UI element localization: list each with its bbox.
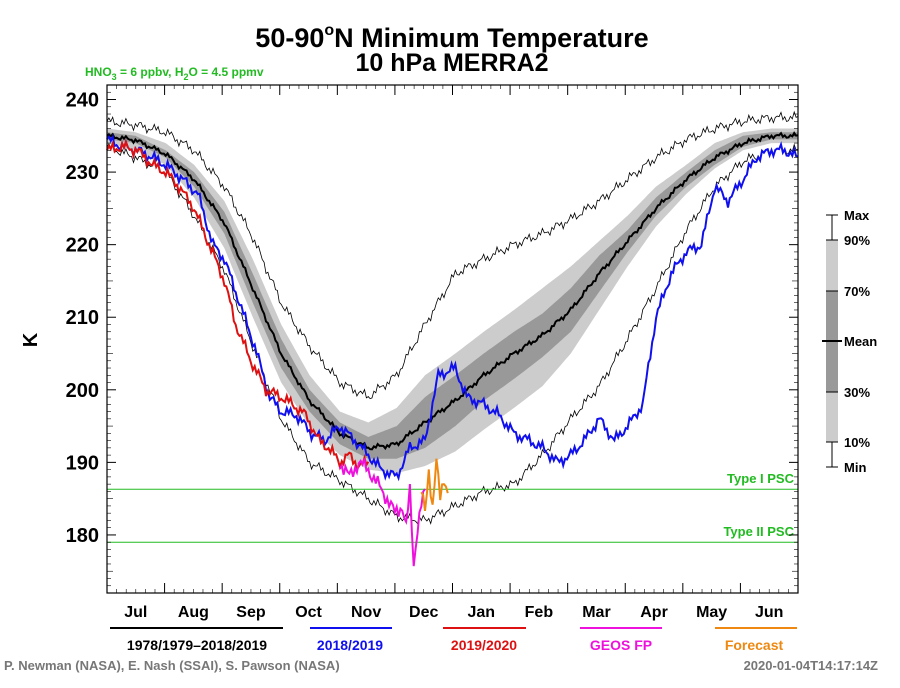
series-climatology-mean [106, 131, 799, 451]
legend-text-6: Min [844, 460, 866, 475]
x-tick-label-4: Nov [351, 604, 381, 621]
y-tick-label-4: 220 [66, 235, 99, 257]
bottom-legend: 1978/1979–2018/2019 2018/2019 2019/2020 GEO… [110, 627, 797, 653]
x-tick-label-5: Dec [409, 604, 438, 621]
series-1-line [106, 133, 799, 482]
legend-label-1: 2018/2019 [317, 637, 383, 653]
legend-text-4: 30% [844, 385, 870, 400]
climatology-min-line [106, 142, 799, 525]
axes: 180 190 200 210 220 230 240 Jul Aug Sep Oct Nov Dec J… [66, 84, 799, 621]
subtitle-hno: HNO [85, 65, 112, 79]
series-lines [106, 131, 799, 567]
y-tick-label-1: 190 [66, 452, 99, 474]
y-tick-label-2: 200 [66, 380, 99, 402]
y-axis-label: K [20, 332, 42, 347]
subtitle-sub2: 2 [183, 72, 188, 82]
timestamp-text: 2020-01-04T14:17:14Z [744, 658, 878, 673]
x-tick-label-6: Jan [468, 604, 496, 621]
legend-text-1: 90% [844, 233, 870, 248]
x-tick-label-7: Feb [525, 604, 554, 621]
x-tick-label-10: May [696, 604, 727, 621]
legend-label-3: GEOS FP [590, 637, 652, 653]
psc-label-1: Type I PSC [727, 471, 795, 486]
x-tick-label-3: Oct [295, 604, 322, 621]
legend-label-2: 2019/2020 [451, 637, 517, 653]
x-tick-label-9: Apr [640, 604, 668, 621]
x-tick-label-2: Sep [236, 604, 266, 621]
climatology-max-line [106, 110, 799, 400]
legend-text-5: 10% [844, 435, 870, 450]
y-tick-label-3: 210 [66, 307, 99, 329]
legend-text-3: Mean [844, 334, 877, 349]
psc-threshold-lines: Type I PSC Type II PSC [107, 471, 798, 543]
credit-text: P. Newman (NASA), E. Nash (SSAI), S. Paw… [4, 658, 340, 673]
title-prefix: 50-90 [255, 23, 324, 53]
chart-title-line1: 50-90oN Minimum Temperature [255, 22, 648, 53]
subtitle-sub3: 3 [112, 72, 117, 82]
legend-label-0: 1978/1979–2018/2019 [127, 637, 267, 653]
legend-label-4: Forecast [725, 637, 784, 653]
x-tick-label-1: Aug [178, 604, 209, 621]
x-tick-label-11: Jun [755, 604, 783, 621]
subtitle-hno-val: = 6 ppbv, H [117, 65, 184, 79]
title-degree: o [324, 22, 334, 39]
legend-text-0: Max [844, 208, 870, 223]
chart-subtitle: HNO3 = 6 ppbv, H2O = 4.5 ppmv [85, 65, 264, 82]
y-tick-label-6: 240 [66, 90, 99, 112]
series-4-line [420, 458, 449, 512]
x-tick-label-0: Jul [124, 604, 147, 621]
series-3-line [339, 458, 426, 567]
y-tick-label-0: 180 [66, 525, 99, 547]
y-tick-label-5: 230 [66, 162, 99, 184]
x-tick-label-8: Mar [582, 604, 610, 621]
title-suffix: N Minimum Temperature [334, 23, 649, 53]
psc-label-2: Type II PSC [723, 524, 794, 539]
chart-title-line2: 10 hPa MERRA2 [355, 49, 548, 77]
percentile-legend: Max 90% 70% Mean 30% 10% Min [822, 208, 877, 475]
legend-text-2: 70% [844, 284, 870, 299]
subtitle-h2o-val: O = 4.5 ppmv [189, 65, 264, 79]
series-2-line [106, 138, 370, 472]
